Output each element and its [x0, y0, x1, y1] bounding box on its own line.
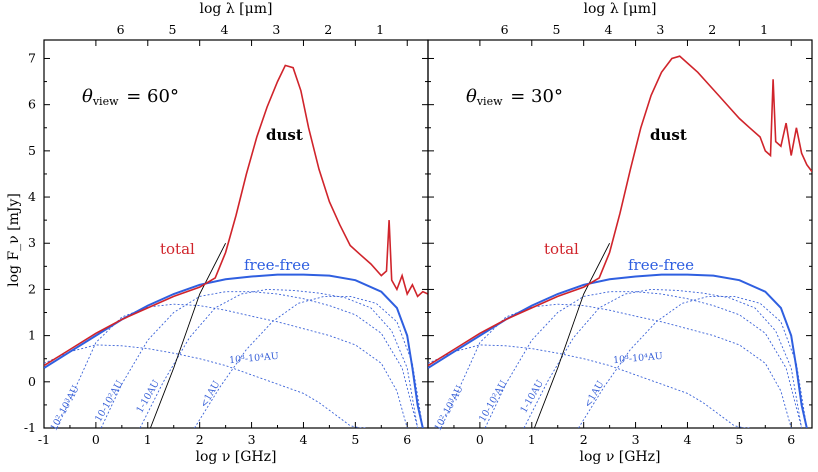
xlabel: log ν [GHz]: [580, 449, 661, 465]
dust-label: dust: [650, 126, 687, 144]
free-free-label: free-free: [244, 256, 310, 274]
total-label: total: [160, 240, 195, 258]
x-tick-label: 5: [351, 432, 359, 447]
x-tick-label: 4: [683, 432, 691, 447]
x-tick-label: 3: [248, 432, 256, 447]
top-tick-label: 4: [220, 22, 228, 37]
y-tick-label: 0: [28, 374, 36, 389]
component-line: [428, 344, 750, 428]
y-tick-label: 6: [28, 97, 36, 112]
top-tick-label: 3: [656, 22, 664, 37]
component-label: 10³-10⁴AU: [613, 351, 664, 366]
component-label: 10-10²AU: [93, 379, 126, 424]
top-xlabel: log λ [μm]: [200, 1, 273, 17]
x-tick-label: 1: [528, 432, 536, 447]
component-line: [523, 288, 803, 428]
top-tick-label: 2: [324, 22, 332, 37]
x-tick-label: 3: [632, 432, 640, 447]
x-tick-label: 0: [92, 432, 100, 447]
y-tick-label: 3: [28, 235, 36, 250]
plot-frame: [427, 39, 813, 429]
component-line: [139, 288, 419, 428]
total-line: [44, 64, 428, 367]
component-label: <1AU: [583, 379, 607, 410]
panel-title: θview = 30°: [466, 86, 563, 108]
top-tick-label: 6: [117, 22, 125, 37]
y-tick-label: 7: [28, 50, 36, 65]
y-tick-label: 2: [28, 281, 36, 296]
xlabel: log ν [GHz]: [196, 449, 277, 465]
dust-thin-line: [149, 242, 227, 428]
top-tick-label: 2: [708, 22, 716, 37]
x-tick-label: 1: [144, 432, 152, 447]
x-tick-label: 6: [787, 432, 795, 447]
y-tick-label: 5: [28, 143, 36, 158]
top-tick-label: 1: [760, 22, 768, 37]
top-xlabel: log λ [μm]: [584, 1, 657, 17]
component-line: [56, 303, 408, 428]
x-tick-label: -1: [38, 432, 50, 447]
x-tick-label: 6: [403, 432, 411, 447]
component-line: [100, 291, 419, 428]
panel-right: 0 1 2 3 4 5 6 6 5 4 3 2 1 log ν [GHz] log λ [μm] 10²-10…: [427, 1, 813, 465]
y-tick-label: -1: [24, 420, 36, 435]
top-tick-label: 5: [169, 22, 177, 37]
top-tick-label: 6: [501, 22, 509, 37]
dust-label: dust: [266, 126, 303, 144]
total-label: total: [544, 240, 579, 258]
top-tick-label: 1: [376, 22, 384, 37]
dust-thin-line: [533, 242, 611, 428]
free-free-label: free-free: [628, 256, 694, 274]
component-label: 10-10²AU: [477, 379, 510, 424]
top-tick-label: 4: [604, 22, 612, 37]
x-tick-label: 4: [299, 432, 307, 447]
top-tick-label: 5: [553, 22, 561, 37]
x-tick-label: 5: [735, 432, 743, 447]
data-layer: [428, 55, 812, 428]
component-line: [484, 291, 803, 428]
data-layer: [44, 64, 428, 428]
x-tick-label: 2: [196, 432, 204, 447]
total-line: [428, 55, 812, 367]
component-line: [44, 344, 366, 428]
y-tick-label: 1: [28, 328, 36, 343]
x-tick-label: 2: [580, 432, 588, 447]
x-tick-label: 0: [476, 432, 484, 447]
component-label: 10³-10⁴AU: [229, 351, 280, 366]
y-tick-label: 4: [28, 189, 36, 204]
panel-left: -1 0 1 2 3 4 5 6 -1 0 1 2 3 4 5 6 7 6 5 4 3 2 1 log ν [GHz] log …: [24, 1, 429, 465]
component-label: 10²-10³AU: [433, 384, 466, 433]
component-label: 10²-10³AU: [49, 384, 82, 433]
top-tick-label: 3: [272, 22, 280, 37]
panel-title: θview = 60°: [82, 86, 179, 108]
component-line: [440, 303, 792, 428]
component-label: <1AU: [199, 379, 223, 410]
ylabel: log F_ν [mJy]: [6, 193, 22, 287]
